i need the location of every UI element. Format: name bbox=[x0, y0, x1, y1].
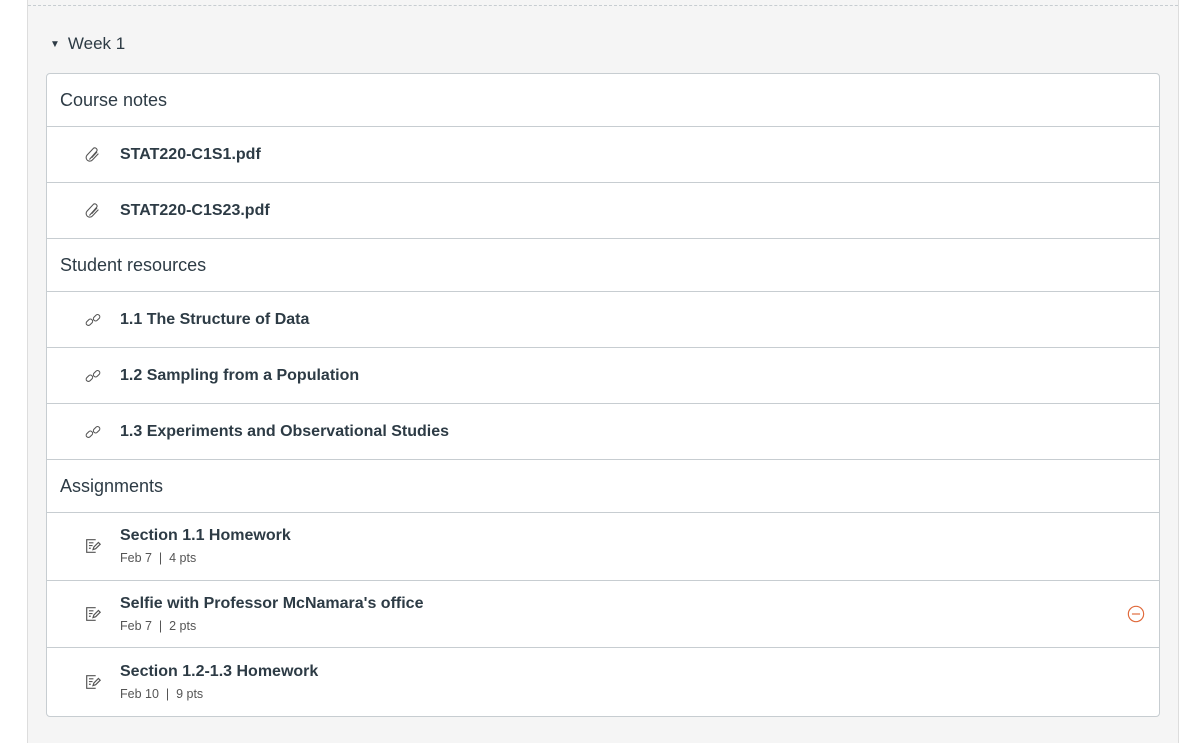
due-date: Feb 7 bbox=[120, 551, 152, 566]
unpublished-icon[interactable] bbox=[1127, 605, 1145, 623]
module-item[interactable]: Section 1.1 Homework Feb 7 | 4 pts bbox=[47, 513, 1159, 581]
item-meta: Feb 7 | 2 pts bbox=[120, 619, 423, 633]
points: 2 pts bbox=[169, 618, 197, 633]
separator: | bbox=[165, 686, 170, 701]
assignment-icon bbox=[47, 605, 120, 623]
module-item[interactable]: 1.3 Experiments and Observational Studie… bbox=[47, 404, 1159, 460]
modules-panel: ▼ Week 1 Course notes STAT220-C1S1.pdf S… bbox=[27, 0, 1179, 743]
module-items: Course notes STAT220-C1S1.pdf STAT220-C1… bbox=[46, 73, 1160, 717]
assignment-icon bbox=[47, 537, 120, 555]
module-item[interactable]: Section 1.2-1.3 Homework Feb 10 | 9 pts bbox=[47, 648, 1159, 716]
item-title-link[interactable]: 1.3 Experiments and Observational Studie… bbox=[120, 422, 449, 440]
points: 9 pts bbox=[176, 686, 204, 701]
caret-down-icon: ▼ bbox=[50, 38, 60, 50]
paperclip-icon bbox=[47, 146, 120, 164]
item-title-link[interactable]: STAT220-C1S1.pdf bbox=[120, 145, 261, 163]
divider bbox=[28, 5, 1178, 6]
group-header: Student resources bbox=[47, 239, 1159, 292]
assignment-icon bbox=[47, 673, 120, 691]
group-header: Assignments bbox=[47, 460, 1159, 513]
separator: | bbox=[158, 551, 163, 566]
module-item[interactable]: STAT220-C1S1.pdf bbox=[47, 127, 1159, 183]
link-icon bbox=[47, 367, 120, 385]
due-date: Feb 7 bbox=[120, 618, 152, 633]
module-title: Week 1 bbox=[67, 34, 126, 53]
item-meta: Feb 10 | 9 pts bbox=[120, 687, 318, 701]
item-title-link[interactable]: 1.1 The Structure of Data bbox=[120, 310, 310, 328]
link-icon bbox=[47, 311, 120, 329]
points: 4 pts bbox=[169, 551, 197, 566]
module-toggle[interactable]: ▼ Week 1 bbox=[50, 34, 125, 54]
item-title-link[interactable]: Section 1.2-1.3 Homework bbox=[120, 662, 319, 680]
item-title-link[interactable]: STAT220-C1S23.pdf bbox=[120, 201, 270, 219]
link-icon bbox=[47, 423, 120, 441]
group-header: Course notes bbox=[47, 74, 1159, 127]
item-title-link[interactable]: Selfie with Professor McNamara's office bbox=[120, 594, 424, 612]
paperclip-icon bbox=[47, 202, 120, 220]
module-item[interactable]: Selfie with Professor McNamara's office F… bbox=[47, 581, 1159, 648]
item-title-link[interactable]: 1.2 Sampling from a Population bbox=[120, 366, 360, 384]
item-title-link[interactable]: Section 1.1 Homework bbox=[120, 527, 291, 545]
separator: | bbox=[158, 618, 163, 633]
module-item[interactable]: 1.2 Sampling from a Population bbox=[47, 348, 1159, 404]
module-item[interactable]: 1.1 The Structure of Data bbox=[47, 292, 1159, 348]
module-item[interactable]: STAT220-C1S23.pdf bbox=[47, 183, 1159, 239]
due-date: Feb 10 bbox=[120, 686, 159, 701]
item-meta: Feb 7 | 4 pts bbox=[120, 551, 291, 565]
